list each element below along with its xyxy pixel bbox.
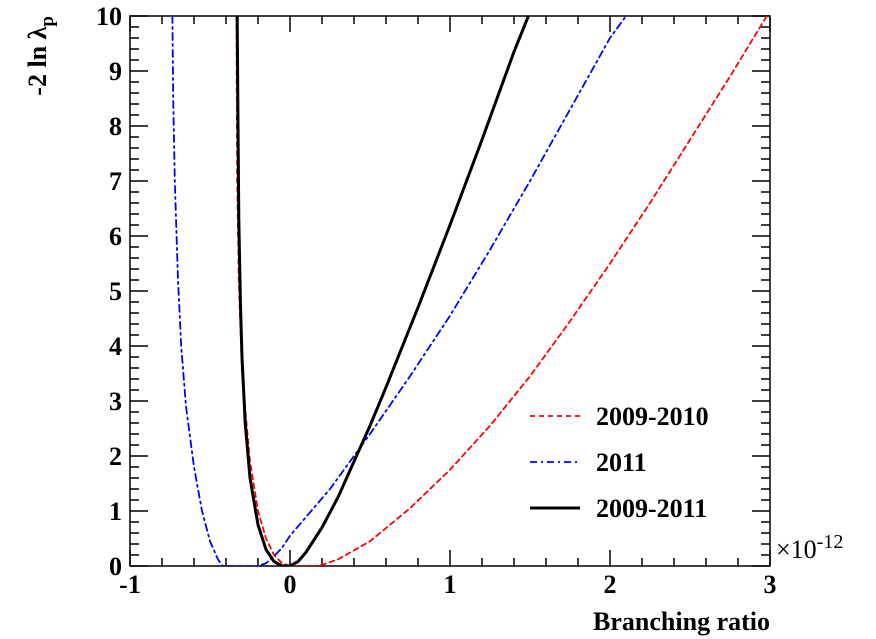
y-axis-ticks [130,15,770,567]
x-axis-multiplier-exponent: -12 [817,531,844,553]
y-tick-label: 7 [109,167,122,196]
series-line-1 [171,16,627,566]
x-axis-title: Branching ratio [593,607,770,636]
series-line-0 [235,16,768,566]
y-axis-tick-labels: 0 1 2 3 4 5 6 7 8 9 10 [96,2,122,581]
y-tick-label: 8 [109,112,122,141]
legend: 2009-2010 2011 2009-2011 [530,402,709,523]
y-axis-title-subscript: p [37,16,58,27]
plot-frame [129,15,771,567]
y-tick-label: 5 [109,277,122,306]
x-axis-tick-labels: -1 0 1 2 3 [119,570,776,599]
y-tick-label: 4 [109,332,122,361]
x-tick-label: 2 [604,570,617,599]
x-tick-label: 0 [284,570,297,599]
x-axis-ticks [129,16,771,566]
y-axis-title: -2 ln λp [23,16,58,96]
legend-label-2: 2009-2011 [596,494,707,523]
y-tick-label: 10 [96,2,122,31]
y-tick-label: 9 [109,57,122,86]
y-tick-label: 2 [109,442,122,471]
legend-label-0: 2009-2010 [596,402,709,431]
legend-label-1: 2011 [596,448,647,477]
x-tick-label: -1 [119,570,141,599]
x-axis-multiplier: ×10-12 [776,531,843,564]
x-axis-multiplier-base: ×10 [776,535,817,564]
x-tick-label: 3 [764,570,777,599]
y-tick-label: 1 [109,497,122,526]
y-tick-label: 0 [109,552,122,581]
series-lines [171,16,768,566]
series-line-2 [235,16,530,566]
y-tick-label: 3 [109,387,122,416]
x-tick-label: 1 [444,570,457,599]
y-axis-title-main: -2 ln λ [23,26,52,95]
y-tick-label: 6 [109,222,122,251]
